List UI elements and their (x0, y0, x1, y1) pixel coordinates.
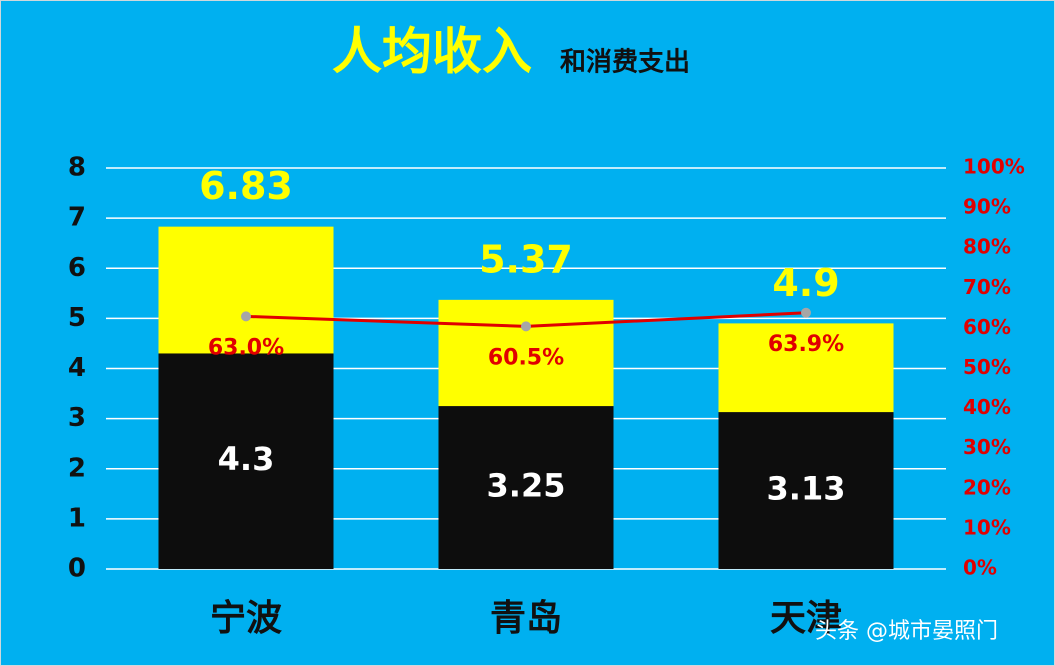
y2-tick-label: 50% (963, 355, 1011, 379)
chart-title: 人均收入 (332, 23, 532, 81)
line-marker (241, 311, 251, 322)
y-tick-label: 1 (68, 503, 86, 533)
y-tick-label: 7 (68, 203, 86, 233)
x-tick-label: 宁波 (210, 598, 282, 639)
x-tick-label: 天津 (770, 598, 842, 639)
y2-tick-label: 100% (963, 155, 1025, 179)
y2-tick-label: 70% (963, 275, 1011, 299)
x-tick-label: 青岛 (490, 598, 562, 639)
y2-tick-label: 90% (963, 195, 1011, 219)
y-tick-label: 2 (68, 453, 86, 483)
y-tick-label: 0 (68, 554, 86, 584)
y2-tick-label: 80% (963, 235, 1011, 259)
line-marker (521, 321, 531, 332)
y2-tick-label: 20% (963, 475, 1011, 499)
data-label: 63.9% (768, 332, 844, 357)
data-label: 6.83 (199, 164, 293, 208)
y-tick-label: 6 (68, 253, 86, 283)
data-label: 3.25 (487, 467, 566, 505)
data-label: 5.37 (479, 237, 573, 281)
y-tick-label: 5 (68, 303, 86, 333)
bar (438, 406, 614, 569)
chart-subtitle: 和消费支出 (560, 48, 690, 78)
data-label: 4.3 (218, 440, 275, 478)
y-tick-label: 3 (68, 403, 86, 433)
y-tick-label: 8 (68, 153, 86, 183)
data-label: 60.5% (488, 345, 564, 370)
y2-tick-label: 60% (963, 315, 1011, 339)
y2-tick-label: 0% (963, 556, 997, 580)
data-label: 3.13 (767, 470, 846, 508)
y2-tick-label: 40% (963, 395, 1011, 419)
bar (158, 353, 334, 569)
y-tick-label: 4 (68, 353, 86, 383)
y2-tick-label: 10% (963, 515, 1011, 539)
bar (718, 412, 894, 569)
y2-tick-label: 30% (963, 435, 1011, 459)
watermark: 头条 @城市晏照门 (815, 619, 998, 644)
line-marker (801, 307, 811, 318)
data-label: 4.9 (772, 261, 839, 305)
data-label: 63.0% (208, 335, 284, 360)
